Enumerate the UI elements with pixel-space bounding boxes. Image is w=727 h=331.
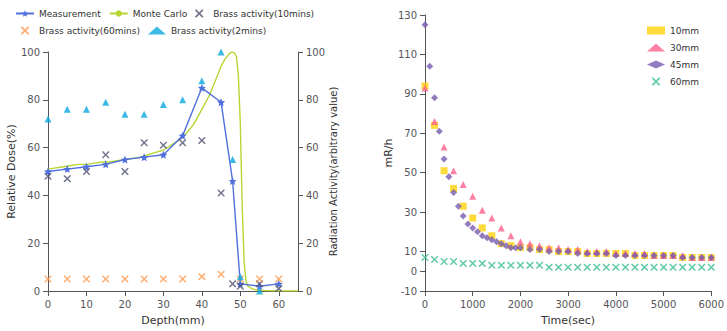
svg-text:70: 70	[404, 128, 417, 139]
svg-text:Time(sec): Time(sec)	[540, 314, 595, 327]
svg-text:Monte Carlo: Monte Carlo	[133, 9, 188, 19]
svg-text:5000: 5000	[651, 299, 676, 310]
svg-text:20: 20	[306, 238, 319, 249]
svg-text:Brass activity(2mins): Brass activity(2mins)	[171, 26, 266, 36]
svg-text:0: 0	[45, 299, 51, 310]
svg-text:60mm: 60mm	[670, 77, 699, 87]
svg-text:40: 40	[27, 190, 40, 201]
svg-text:2000: 2000	[508, 299, 533, 310]
svg-text:100: 100	[306, 47, 325, 58]
svg-text:3000: 3000	[555, 299, 580, 310]
svg-text:20: 20	[119, 299, 132, 310]
svg-text:60: 60	[306, 142, 319, 153]
svg-text:0: 0	[306, 286, 312, 297]
svg-text:60: 60	[27, 142, 40, 153]
svg-text:1000: 1000	[460, 299, 485, 310]
svg-text:0: 0	[411, 266, 417, 277]
svg-text:Brass activity(60mins): Brass activity(60mins)	[39, 26, 140, 36]
svg-text:30mm: 30mm	[670, 43, 699, 53]
svg-text:10: 10	[404, 246, 417, 257]
svg-text:10: 10	[80, 299, 93, 310]
svg-text:50: 50	[234, 299, 247, 310]
svg-text:110: 110	[398, 49, 417, 60]
svg-text:20: 20	[27, 238, 40, 249]
svg-text:Brass activity(10mins): Brass activity(10mins)	[213, 9, 314, 19]
svg-text:50: 50	[404, 167, 417, 178]
svg-text:30: 30	[404, 207, 417, 218]
svg-text:Radiation Activity(arbitrary v: Radiation Activity(arbitrary value)	[328, 87, 339, 257]
svg-text:100: 100	[21, 47, 40, 58]
svg-text:80: 80	[306, 94, 319, 105]
svg-text:45mm: 45mm	[670, 60, 699, 70]
svg-text:-10: -10	[401, 286, 417, 297]
svg-text:40: 40	[195, 299, 208, 310]
svg-text:4000: 4000	[603, 299, 628, 310]
svg-text:60: 60	[272, 299, 285, 310]
svg-text:0: 0	[34, 286, 40, 297]
svg-text:40: 40	[306, 190, 319, 201]
svg-text:mR/h: mR/h	[382, 138, 395, 167]
svg-text:130: 130	[398, 10, 417, 21]
svg-text:80: 80	[27, 94, 40, 105]
svg-text:6000: 6000	[699, 299, 724, 310]
svg-text:0: 0	[422, 299, 428, 310]
svg-text:Measurement: Measurement	[39, 9, 101, 19]
svg-text:10mm: 10mm	[670, 26, 699, 36]
svg-text:90: 90	[404, 88, 417, 99]
svg-text:Relative Dose(%): Relative Dose(%)	[5, 124, 18, 219]
svg-text:Depth(mm): Depth(mm)	[141, 314, 205, 327]
svg-text:30: 30	[157, 299, 170, 310]
